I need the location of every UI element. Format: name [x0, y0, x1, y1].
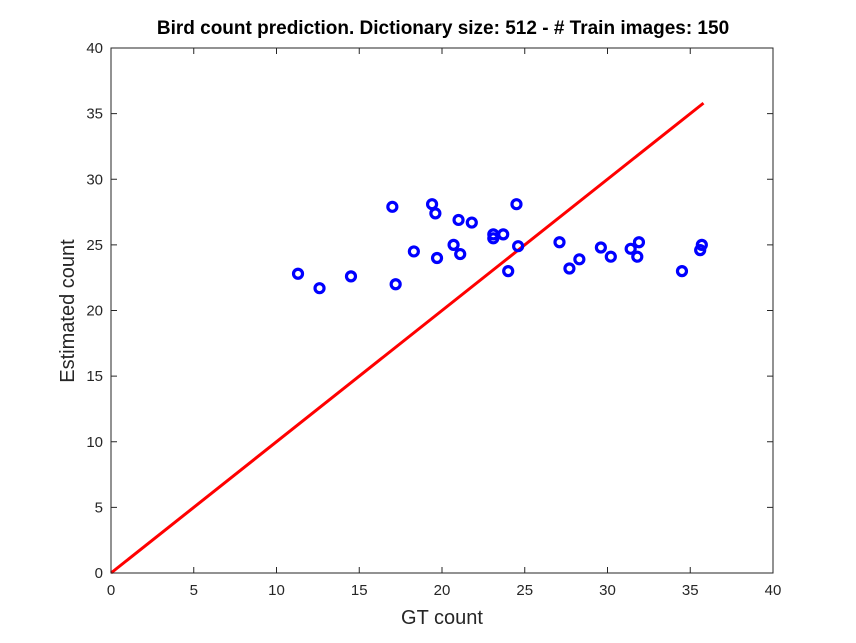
data-points: [291, 198, 708, 295]
data-point: [497, 228, 510, 241]
data-point: [454, 247, 467, 261]
data-point: [389, 278, 402, 291]
x-tick-label: 20: [434, 582, 451, 599]
x-tick-label: 30: [599, 582, 616, 599]
y-tick-label: 35: [86, 106, 103, 123]
x-tick-label: 25: [516, 582, 533, 599]
data-point: [632, 236, 646, 249]
data-point: [502, 265, 515, 278]
x-tick-label: 5: [190, 582, 198, 599]
data-point: [512, 240, 525, 253]
data-point: [429, 207, 442, 220]
x-tick-label: 40: [765, 582, 782, 599]
y-tick-label: 15: [86, 368, 103, 385]
y-tick-label: 40: [86, 40, 103, 57]
data-point: [604, 250, 617, 263]
data-point: [594, 241, 607, 254]
data-point: [407, 245, 420, 258]
data-point: [465, 216, 478, 229]
y-tick-label: 5: [95, 499, 103, 516]
data-point: [487, 232, 500, 245]
data-point: [563, 262, 576, 275]
chart-title: Bird count prediction. Dictionary size: …: [156, 18, 730, 39]
data-point: [624, 242, 637, 255]
ticks: 0 5 10 15 20 25 30 35 40 0 5 10 15 20 25 30 35 40: [86, 40, 781, 599]
y-tick-label: 25: [86, 237, 103, 254]
data-point: [573, 253, 586, 266]
x-tick-label: 35: [682, 582, 699, 599]
data-point: [447, 238, 460, 251]
y-tick-label: 10: [86, 434, 103, 451]
x-tick-label: 10: [268, 582, 285, 599]
reference-line-group: [110, 101, 705, 575]
x-tick-label: 0: [107, 582, 115, 599]
data-point: [291, 267, 305, 280]
data-point: [452, 213, 465, 227]
data-point: [430, 251, 444, 265]
y-tick-label: 0: [95, 565, 103, 582]
data-point: [675, 265, 689, 278]
x-tick-label: 15: [351, 582, 368, 599]
data-point: [510, 198, 523, 211]
data-point: [695, 238, 708, 251]
y-tick-label: 30: [86, 171, 103, 188]
data-point: [631, 250, 644, 263]
y-tick-label: 20: [86, 303, 103, 320]
y-axis-label: Estimated count: [57, 239, 79, 383]
data-point: [386, 200, 399, 213]
data-point: [553, 236, 566, 249]
x-axis-label: GT count: [401, 607, 483, 629]
data-point: [313, 282, 326, 295]
data-point: [344, 270, 358, 283]
reference-line: [110, 101, 705, 575]
